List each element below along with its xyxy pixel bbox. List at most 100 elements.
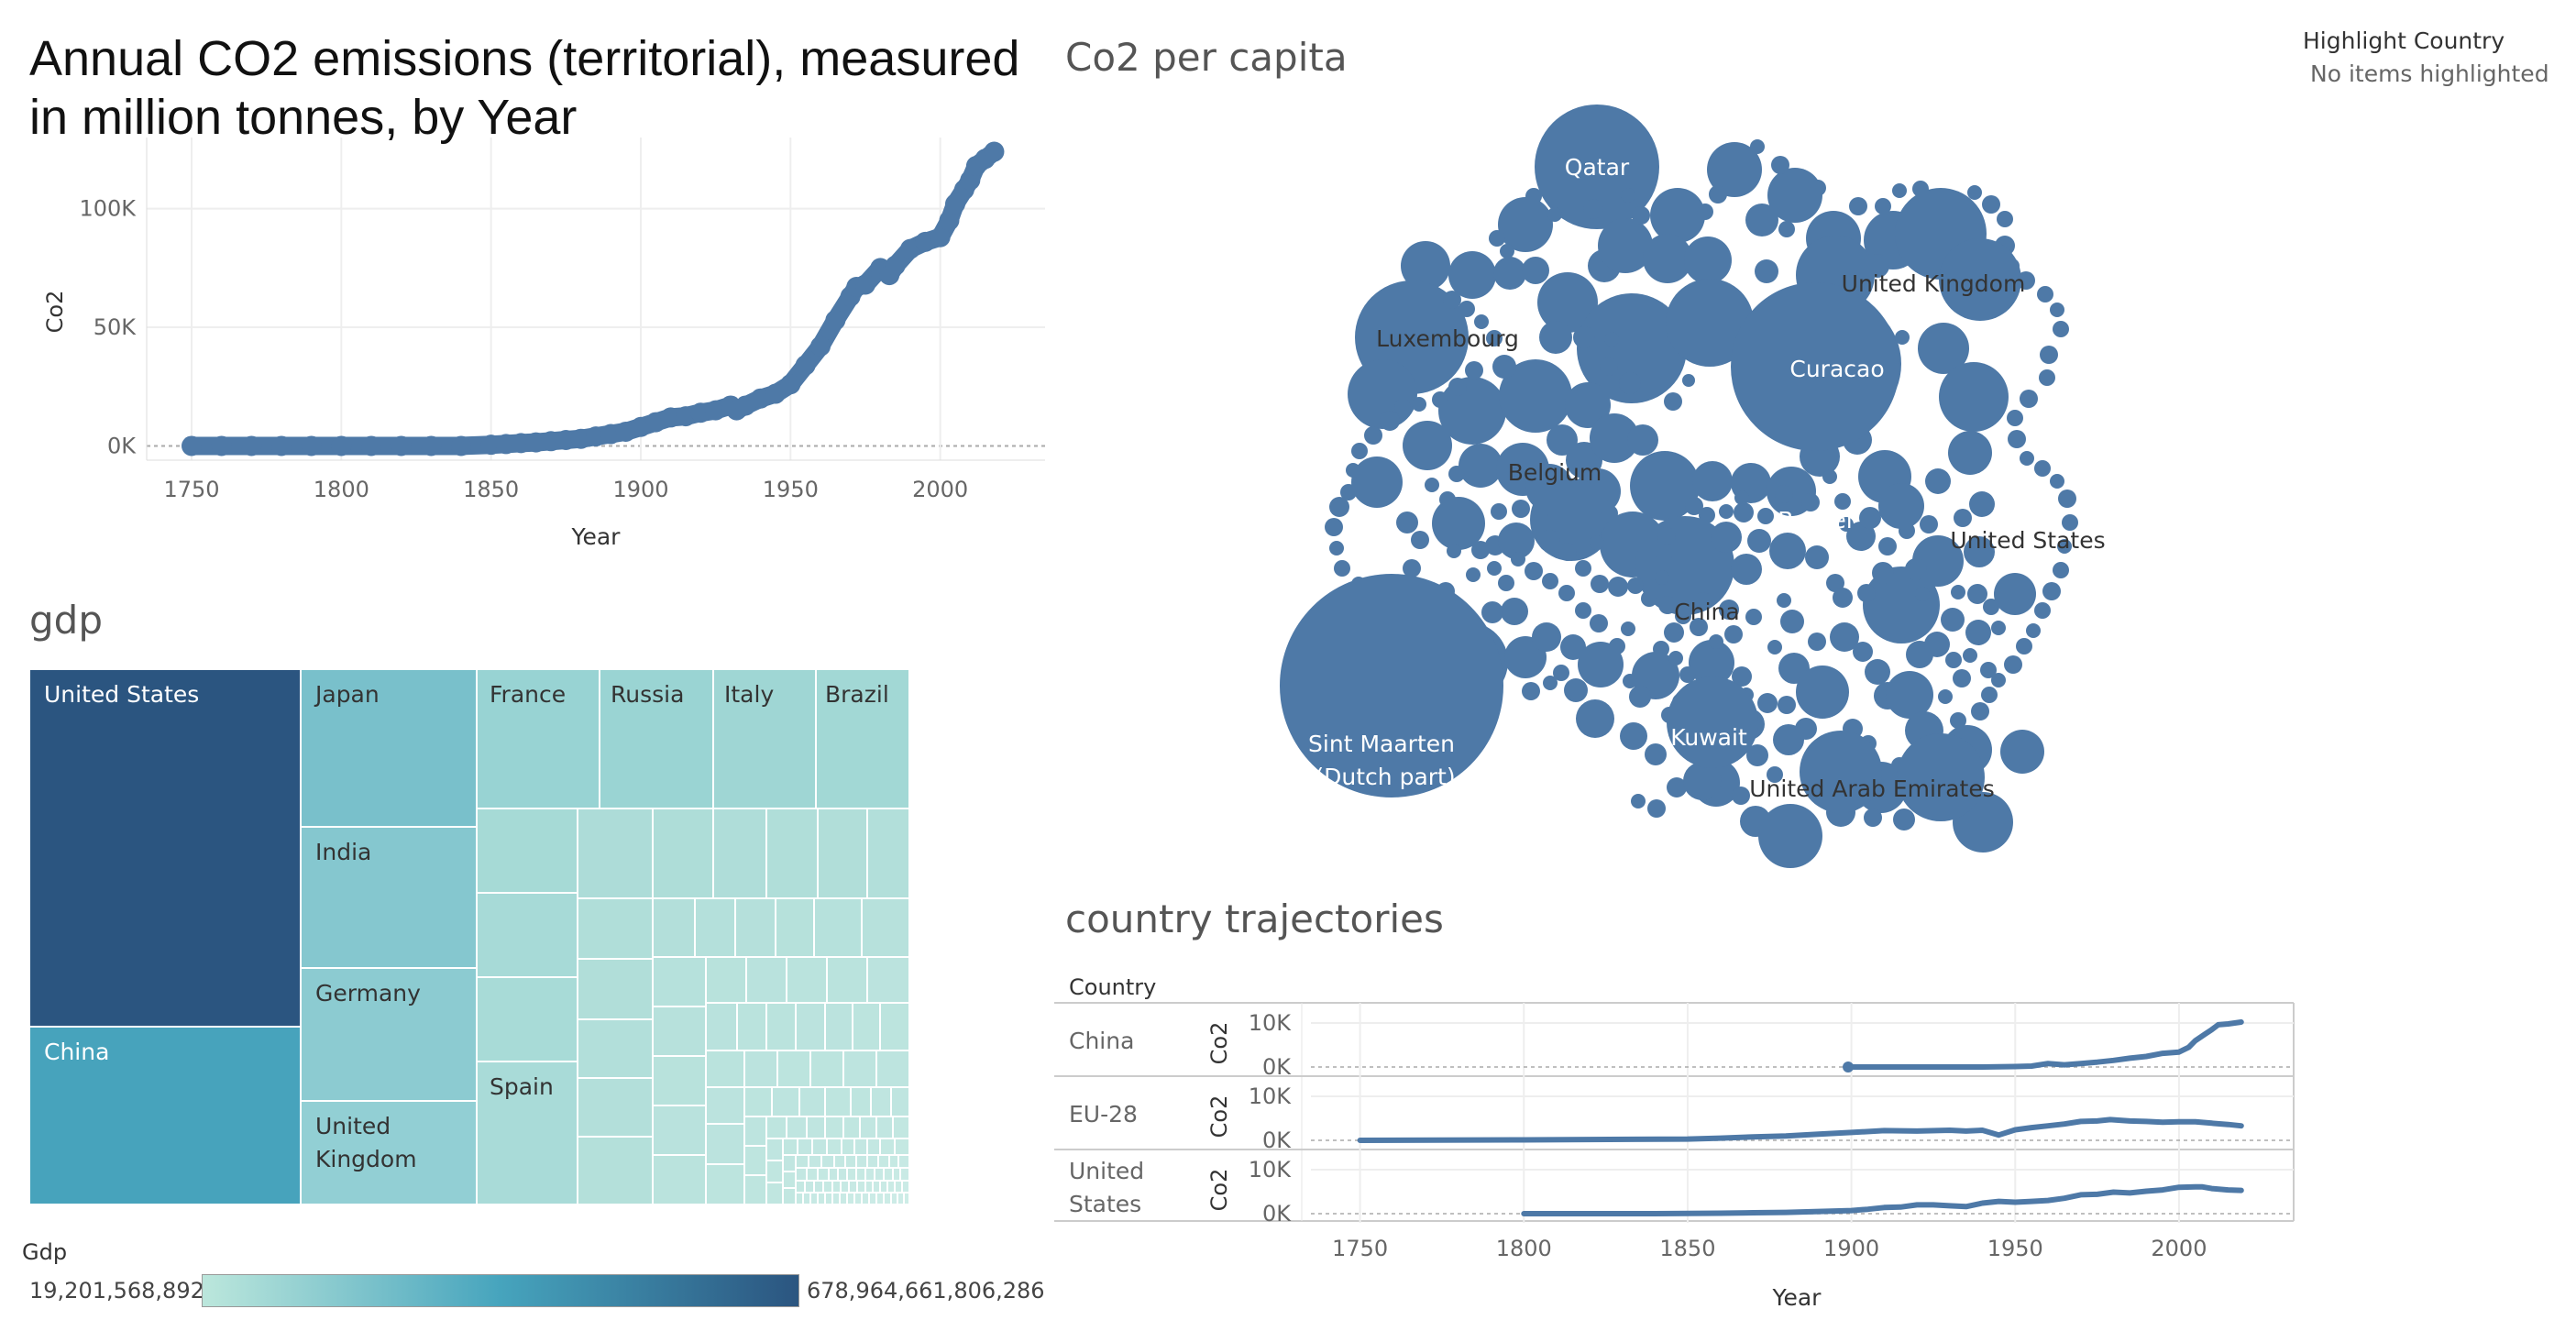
bubble[interactable] [1500, 244, 1514, 258]
treemap-cell-small[interactable] [886, 1180, 896, 1194]
treemap-cell-small[interactable] [782, 1138, 798, 1156]
bubble[interactable] [1954, 509, 1972, 527]
bubble[interactable] [1608, 577, 1628, 597]
treemap-cell-small[interactable] [864, 1180, 874, 1194]
annual-data-point[interactable] [930, 226, 951, 248]
treemap-cell-small[interactable] [824, 1116, 844, 1139]
bubble[interactable] [1631, 794, 1646, 808]
trajectory-line-united-states[interactable] [1521, 1183, 2244, 1216]
treemap-cell-small[interactable] [842, 1050, 877, 1088]
treemap-cell-small[interactable] [652, 808, 714, 899]
bubble[interactable] [1575, 602, 1591, 619]
bubble[interactable] [1346, 463, 1360, 478]
treemap-cell-small[interactable] [804, 1180, 815, 1194]
treemap-cell-united-states[interactable] [29, 669, 302, 1028]
treemap-cell-small[interactable] [577, 1077, 654, 1138]
bubble[interactable] [1439, 491, 1456, 508]
bubble[interactable] [1679, 666, 1696, 683]
bubble[interactable] [1878, 483, 1924, 529]
bubble[interactable] [1491, 503, 1507, 520]
bubble-large[interactable] [1939, 238, 2021, 321]
bubble[interactable] [1775, 485, 1793, 503]
bubble[interactable] [1396, 512, 1418, 534]
bubble[interactable] [1643, 234, 1692, 283]
bubble[interactable] [1325, 518, 1343, 536]
treemap-cell-small[interactable] [820, 1154, 835, 1169]
treemap-cell-small[interactable] [694, 897, 736, 958]
bubble[interactable] [1886, 671, 1933, 719]
treemap-cell-small[interactable] [840, 1180, 850, 1194]
bubble[interactable] [1849, 197, 1867, 215]
bubble[interactable] [1334, 560, 1350, 577]
bubble[interactable] [2040, 346, 2058, 364]
bubble[interactable] [1750, 139, 1765, 154]
co2-per-capita-bubble-chart[interactable]: Qatar United Kingdom Luxembourg Curacao … [1247, 92, 2108, 880]
annual-data-point[interactable] [451, 435, 471, 456]
bubble-large[interactable] [1280, 574, 1503, 798]
treemap-cell-small[interactable] [831, 1180, 842, 1194]
bubble[interactable] [2037, 286, 2053, 302]
bubble[interactable] [1641, 590, 1657, 607]
bubble[interactable] [1364, 426, 1382, 445]
treemap-cell-small[interactable] [734, 897, 776, 958]
bubble[interactable] [1558, 585, 1575, 601]
bubble[interactable] [1466, 567, 1481, 582]
trajectory-line-eu-28[interactable] [1357, 1116, 2244, 1143]
bubble[interactable] [2050, 302, 2064, 317]
annual-data-point[interactable] [855, 274, 875, 295]
bubble[interactable] [1447, 544, 1461, 558]
bubble[interactable] [1780, 610, 1804, 633]
bubble[interactable] [1448, 251, 1496, 299]
treemap-cell-small[interactable] [795, 1154, 809, 1169]
bubble[interactable] [1532, 507, 1548, 523]
treemap-cell-small[interactable] [853, 1138, 868, 1156]
treemap-cell-small[interactable] [855, 1167, 866, 1182]
treemap-cell-brazil[interactable] [815, 669, 909, 809]
annual-co2-chart[interactable]: 0K 50K 100K 1750 1800 1850 1900 1950 2000 Co2 Y… [0, 138, 1063, 568]
bubble[interactable] [1583, 199, 1603, 219]
treemap-cell-small[interactable] [743, 1086, 773, 1117]
bubble[interactable] [1757, 508, 1774, 524]
treemap-cell-small[interactable] [826, 956, 868, 1004]
bubble[interactable] [1953, 669, 1971, 688]
annual-data-point[interactable] [600, 424, 622, 445]
treemap-cell-small[interactable] [866, 1138, 881, 1156]
bubble[interactable] [1547, 424, 1578, 456]
bubble[interactable] [1498, 575, 1514, 591]
bubble[interactable] [1991, 673, 2006, 688]
bubble[interactable] [1822, 469, 1837, 484]
bubble[interactable] [1685, 497, 1703, 515]
annual-data-point[interactable] [211, 435, 232, 456]
bubble[interactable] [1859, 507, 1881, 529]
bubble[interactable] [1719, 504, 1734, 519]
bubble[interactable] [2034, 460, 2051, 477]
treemap-cell-small[interactable] [795, 1002, 826, 1051]
bubble[interactable] [2039, 369, 2055, 386]
treemap-cell-small[interactable] [765, 1182, 784, 1205]
bubble[interactable] [1487, 561, 1502, 576]
bubble[interactable] [2008, 430, 2026, 448]
treemap-cell-small[interactable] [797, 1138, 813, 1156]
bubble[interactable] [1719, 600, 1739, 620]
bubble-large[interactable] [1897, 733, 1985, 821]
bubble[interactable] [1682, 374, 1695, 387]
treemap-cell-small[interactable] [652, 956, 707, 1007]
bubble[interactable] [1899, 522, 1915, 539]
bubble[interactable] [1941, 608, 1965, 632]
bubble[interactable] [1657, 527, 1676, 545]
bubble[interactable] [1668, 651, 1683, 666]
bubble[interactable] [1747, 529, 1771, 553]
bubble[interactable] [1834, 493, 1851, 510]
treemap-cell-small[interactable] [866, 808, 909, 899]
treemap-cell-small[interactable] [875, 1050, 909, 1088]
bubble[interactable] [1997, 211, 2013, 227]
bubble[interactable] [1664, 622, 1684, 643]
annual-data-point[interactable] [885, 255, 906, 276]
bubble[interactable] [1604, 332, 1619, 346]
treemap-cell-small[interactable] [877, 1154, 890, 1169]
bubble[interactable] [1590, 413, 1639, 463]
bubble[interactable] [1481, 601, 1503, 623]
bubble[interactable] [1924, 632, 1950, 657]
treemap-cell-small[interactable] [826, 1138, 842, 1156]
annual-data-point[interactable] [690, 402, 711, 424]
